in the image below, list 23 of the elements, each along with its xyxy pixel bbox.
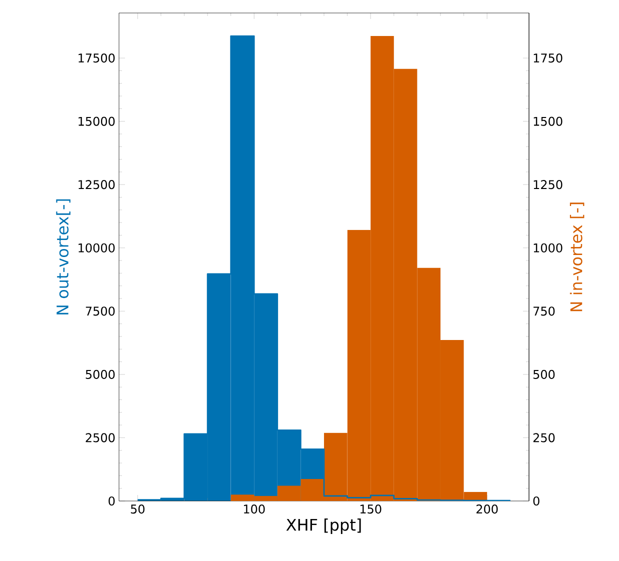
y-tick-label: 2500: [86, 433, 115, 442]
x-tick-label: 150: [360, 504, 382, 514]
x-tick-label: 100: [244, 504, 265, 514]
x-axis-title: XHF [ppt]: [286, 518, 361, 534]
y2-tick-label: 1750: [534, 54, 562, 63]
y2-tick-label: 1500: [534, 116, 562, 126]
y-tick-label: 17500: [78, 54, 115, 63]
y-axis-title: N out-vortex[-]: [56, 199, 70, 314]
y2-tick-label: 1000: [534, 243, 562, 252]
y2-tick-label: 1250: [534, 180, 562, 190]
y2-tick-label: 750: [534, 306, 555, 316]
y2-tick-label: 250: [533, 433, 555, 442]
y-tick-label: 7500: [86, 306, 115, 316]
y2-axis-title: N in-vortex [-]: [570, 202, 584, 312]
y2-tick-label: 0: [533, 496, 540, 506]
x-tick-label: 200: [476, 504, 498, 514]
y-tick-label: 5000: [86, 370, 115, 379]
y-tick-label: 12500: [78, 180, 115, 190]
y-tick-label: 10000: [78, 243, 115, 252]
y-tick-label: 0: [108, 496, 115, 506]
y-tick-label: 15000: [78, 116, 115, 126]
y2-tick-label: 500: [533, 370, 555, 379]
x-tick-label: 50: [130, 504, 144, 514]
